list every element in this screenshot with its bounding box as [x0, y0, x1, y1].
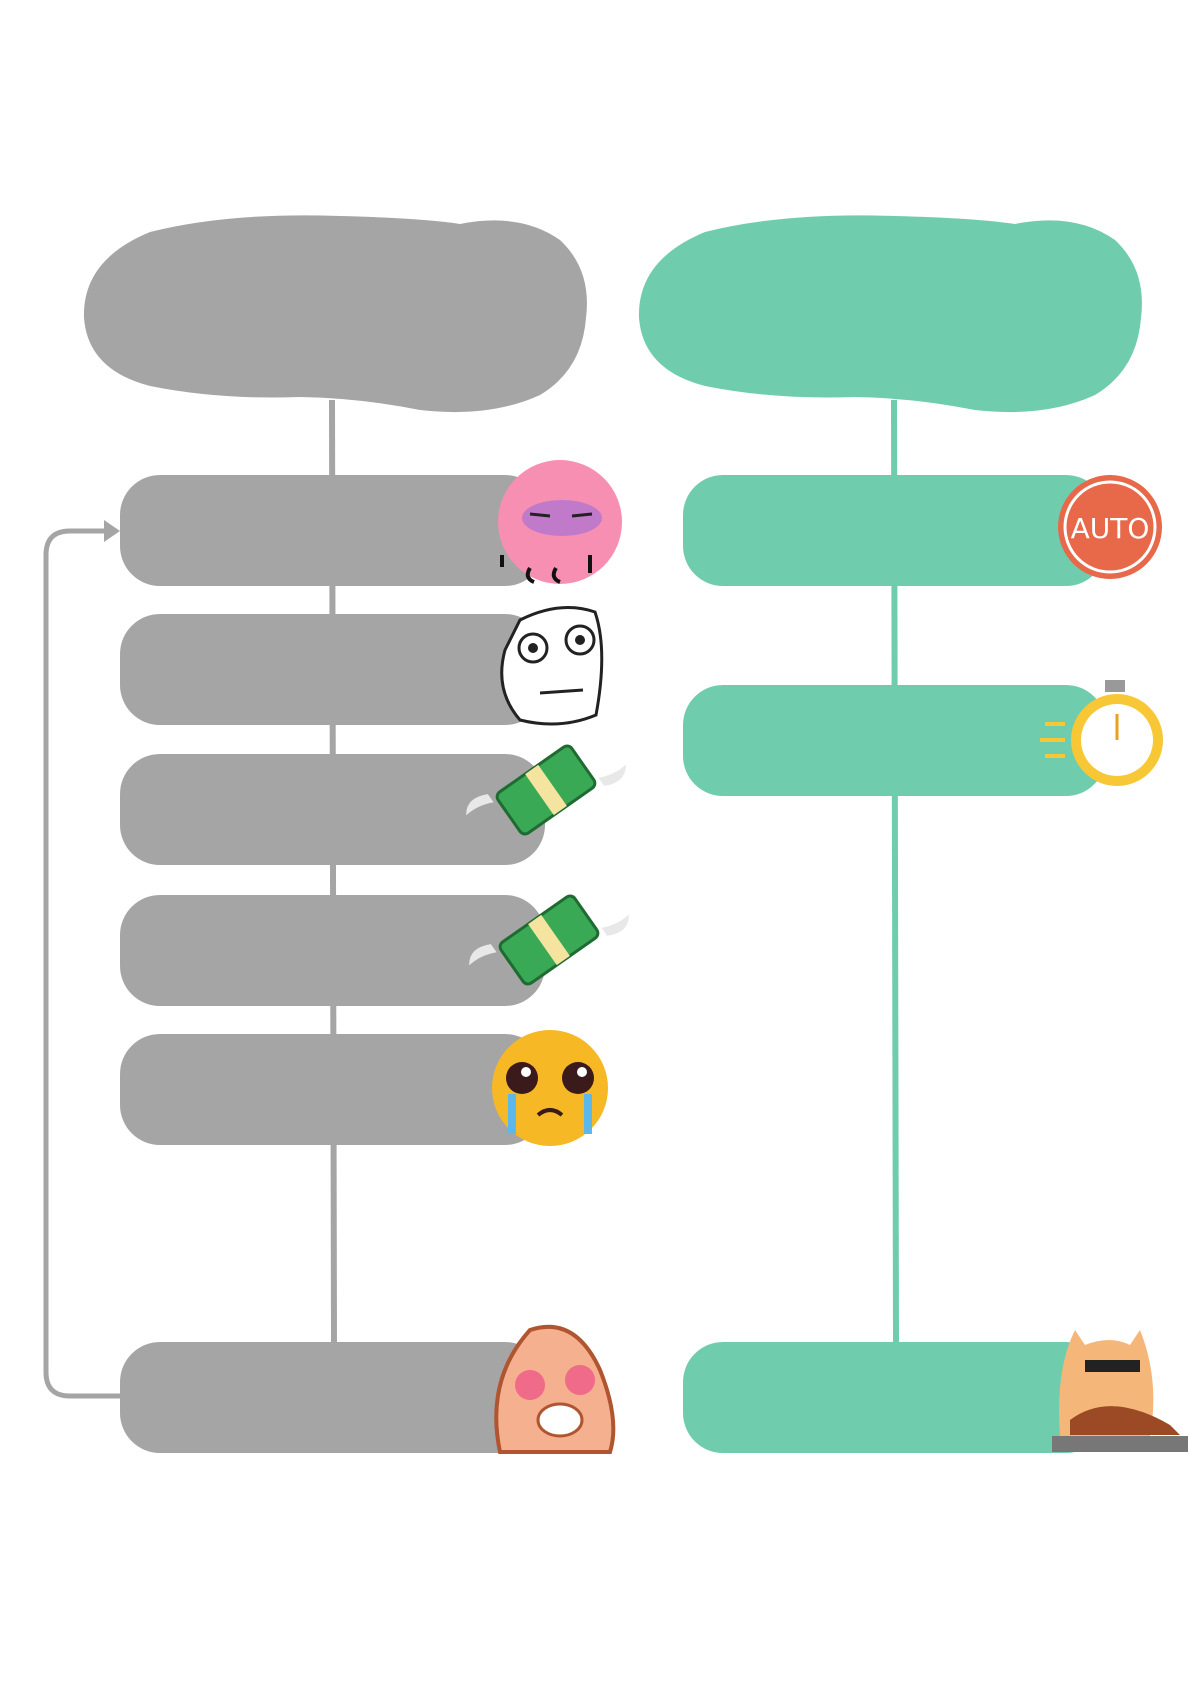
arrow-head-icon [104, 520, 120, 542]
auto-badge-icon: AUTO [1058, 475, 1162, 579]
left-steps [120, 475, 545, 1453]
left-step-6 [120, 1342, 545, 1453]
right-step-2 [683, 685, 1106, 796]
crying-face-icon [492, 1030, 608, 1146]
exhausted-brain-icon [498, 460, 622, 584]
left-step-2 [120, 614, 545, 725]
left-step-4 [120, 895, 545, 1006]
left-step-3 [120, 754, 545, 865]
money-with-wings-icon [466, 744, 626, 836]
right-step-3 [683, 1342, 1106, 1453]
cool-cat-sunglasses-icon [1052, 1330, 1188, 1452]
money-with-wings-icon [469, 894, 629, 986]
right-steps [683, 475, 1106, 1453]
right-step-1 [683, 475, 1106, 586]
left-step-5 [120, 1034, 545, 1145]
left-header-blob [83, 215, 587, 413]
left-step-1 [120, 475, 545, 586]
right-header-blob [638, 215, 1142, 413]
loop-back-arrow [43, 528, 120, 1399]
stopwatch-icon [1040, 680, 1163, 786]
auto-badge-text: AUTO [1071, 512, 1150, 545]
skeptical-face-icon [500, 606, 604, 726]
angry-face-icon [494, 1324, 616, 1454]
